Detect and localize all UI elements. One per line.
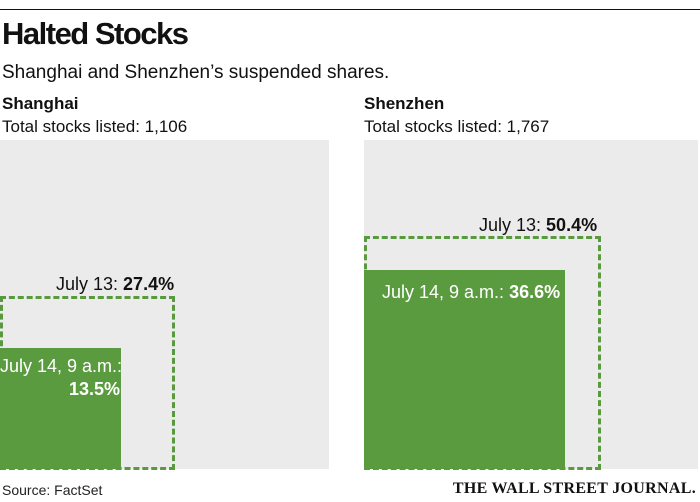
shenzhen-july14-fill [364,270,565,469]
shanghai-july13-prefix: July 13: [56,274,124,294]
shenzhen-total-listed: Total stocks listed: 1,767 [364,117,550,136]
shanghai-july13-label: July 13: 27.4% [56,274,174,295]
shenzhen-panel-name: Shenzhen [364,94,445,113]
shanghai-panel-name: Shanghai [2,94,79,113]
source-note: Source: FactSet [2,482,103,498]
publisher-logo: THE WALL STREET JOURNAL. [452,480,696,497]
shanghai-july14-fill [0,348,121,469]
shanghai-total-listed: Total stocks listed: 1,106 [2,117,188,136]
shenzhen-july13-value: 50.4% [546,215,598,235]
shenzhen-july13-prefix: July 13: [479,215,547,235]
shenzhen-july14-value: 36.6% [509,282,561,302]
shenzhen-july14-label: July 14, 9 a.m.: 36.6% [382,281,560,303]
shanghai-july14-label-line1: July 14, 9 a.m.: [0,356,123,376]
top-rule [0,9,700,10]
shenzhen-july14-prefix: July 14, 9 a.m.: [382,282,510,302]
chart-subtitle: Shanghai and Shenzhen’s suspended shares… [2,62,390,83]
chart-title: Halted Stocks [2,16,189,51]
shanghai-july14-value: 13.5% [68,379,120,399]
shanghai-july13-value: 27.4% [123,274,175,294]
shenzhen-july13-label: July 13: 50.4% [479,215,597,236]
